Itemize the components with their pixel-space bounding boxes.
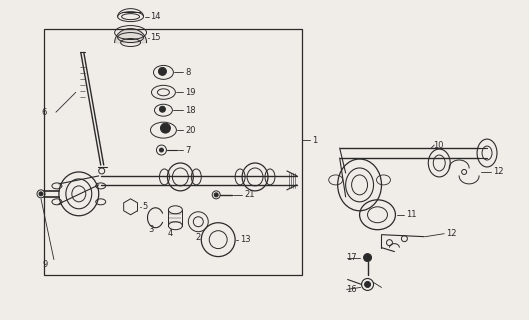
Text: 8: 8 (185, 68, 191, 77)
Text: 20: 20 (185, 126, 196, 135)
Text: 1: 1 (312, 136, 317, 145)
Text: 13: 13 (240, 235, 251, 244)
Text: 14: 14 (150, 12, 161, 21)
Text: 11: 11 (406, 210, 417, 219)
Text: 5: 5 (142, 202, 148, 211)
Text: 12: 12 (493, 167, 504, 176)
Circle shape (159, 148, 163, 152)
Circle shape (39, 192, 43, 196)
Circle shape (160, 123, 170, 133)
Text: 2: 2 (196, 233, 201, 242)
Text: 16: 16 (345, 285, 356, 294)
Bar (44, 28, 302, 275)
Text: 18: 18 (185, 106, 196, 115)
Text: 3: 3 (148, 225, 153, 234)
Text: 10: 10 (433, 140, 444, 149)
Circle shape (159, 68, 167, 76)
Circle shape (364, 282, 370, 287)
Text: 21: 21 (244, 190, 254, 199)
Text: 19: 19 (185, 88, 196, 97)
Text: 12: 12 (446, 229, 457, 238)
Circle shape (363, 253, 371, 261)
Circle shape (159, 106, 166, 112)
Text: 17: 17 (345, 253, 356, 262)
Text: 4: 4 (168, 229, 173, 238)
Text: 6: 6 (42, 108, 47, 117)
Text: 7: 7 (185, 146, 191, 155)
Text: 15: 15 (150, 33, 161, 42)
Text: 9: 9 (42, 260, 48, 269)
Circle shape (214, 193, 218, 197)
